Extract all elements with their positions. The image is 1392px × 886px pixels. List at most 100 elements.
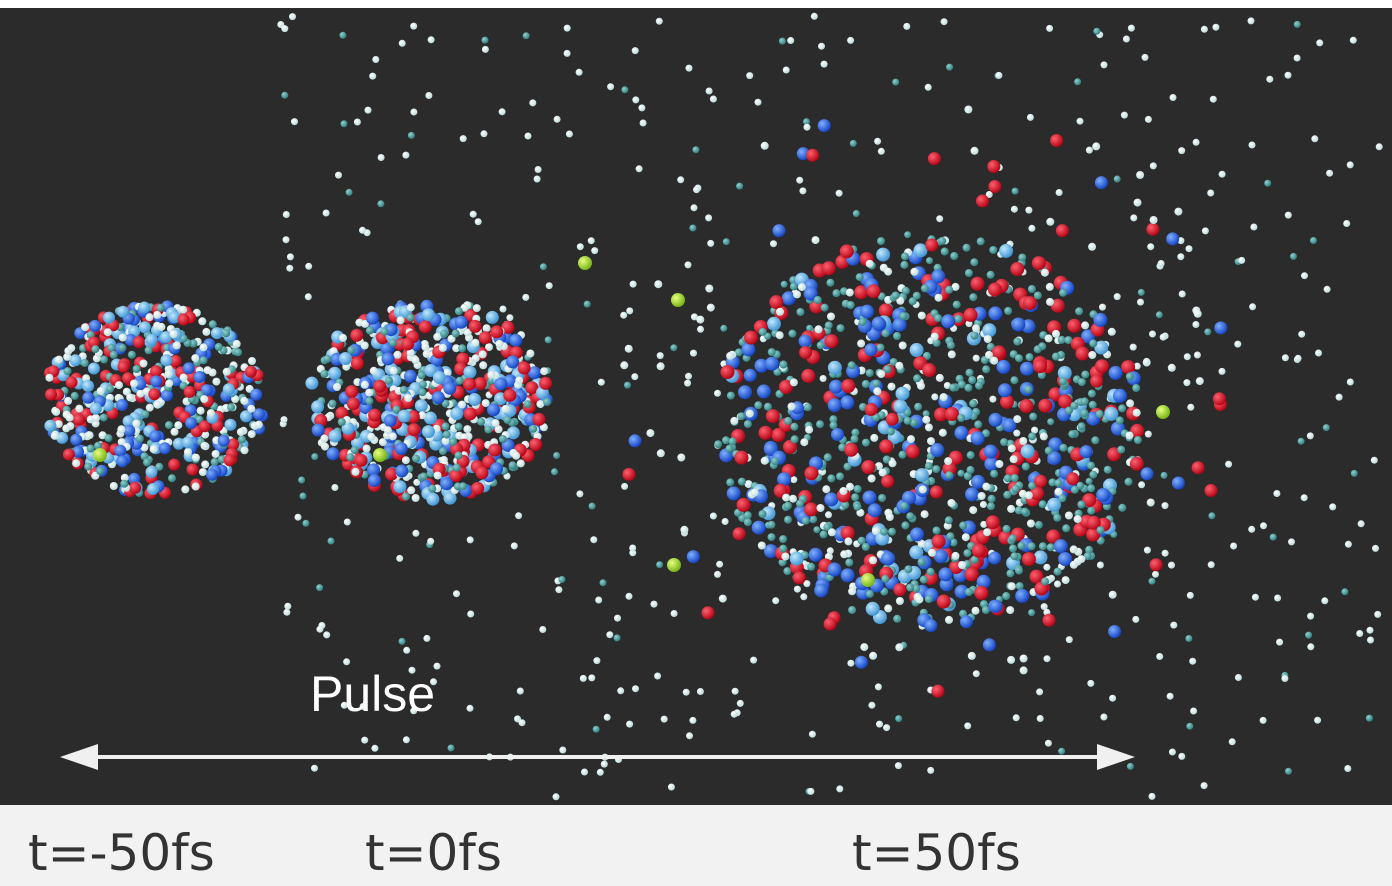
atom [767,316,781,331]
atom [853,502,862,511]
atom [480,130,488,138]
atom [772,597,780,605]
atom [856,508,865,517]
atom [784,416,793,425]
atom [529,99,537,107]
atom [954,314,963,323]
atom [145,333,158,346]
atom [149,445,158,454]
atom [1157,260,1165,267]
atom [779,360,788,369]
atom [340,120,348,128]
atom [1028,481,1037,490]
atom [1015,588,1030,603]
atom [1161,502,1169,510]
atom [1370,456,1378,464]
atom [867,474,876,483]
atom [469,210,477,218]
atom [864,403,878,416]
atom [222,329,231,338]
atom [754,401,763,410]
atom [599,579,607,587]
atom [690,204,698,212]
label-bar [0,805,1392,886]
atom [796,176,804,184]
atom [1025,206,1033,214]
atom [425,92,433,99]
atom [377,200,385,208]
atom [767,520,776,529]
atom [144,346,153,355]
atom [130,379,138,388]
atom [1057,366,1072,380]
atom [490,325,504,339]
atom [788,329,797,338]
atom [396,316,405,325]
atom [1264,179,1272,187]
atom [578,256,592,270]
atom [394,442,408,456]
atom [790,435,799,444]
atom [1082,493,1097,508]
atom [454,451,463,460]
atom [153,310,162,319]
atom [737,477,746,486]
atom [966,451,975,460]
atom [638,104,646,112]
atom [706,303,715,312]
atom [854,655,868,669]
atom [919,575,928,584]
atom [280,416,288,424]
atom [827,562,842,577]
atom [1305,631,1313,639]
atom [468,393,481,406]
atom [316,584,324,592]
atom [1321,597,1329,605]
atom [186,463,199,476]
atom [746,72,754,80]
atom [579,674,587,682]
atom [1366,626,1374,634]
atom [478,331,492,345]
atom [491,419,500,428]
atom [995,71,1003,79]
atom [1000,394,1014,409]
atom [720,365,735,379]
atom [1322,424,1330,432]
atom [931,684,945,698]
atom [1138,481,1146,489]
atom [1133,362,1141,370]
atom [1121,360,1136,375]
atom [629,280,637,288]
atom [1375,143,1383,151]
atom [123,424,136,437]
atom [1126,762,1134,770]
atom [524,132,532,140]
atom [829,415,838,424]
atom [782,66,790,74]
atom [1281,354,1289,362]
atom [922,410,930,418]
atom [626,307,634,315]
atom [217,434,230,447]
atom [114,444,127,457]
atom [930,443,945,457]
atom [544,336,552,344]
atom [827,398,842,413]
atom [1190,707,1198,715]
atom [227,403,236,412]
atom [1081,321,1090,330]
atom [148,388,161,401]
atom [503,388,517,402]
atom [951,282,960,291]
atom [1156,653,1164,660]
atom [403,369,417,383]
atom [525,381,539,395]
atom [93,448,107,462]
atom [827,474,836,483]
atom [751,520,766,535]
atom [1000,438,1009,447]
atom [849,139,857,147]
atom [432,371,446,384]
atom [1183,353,1191,361]
